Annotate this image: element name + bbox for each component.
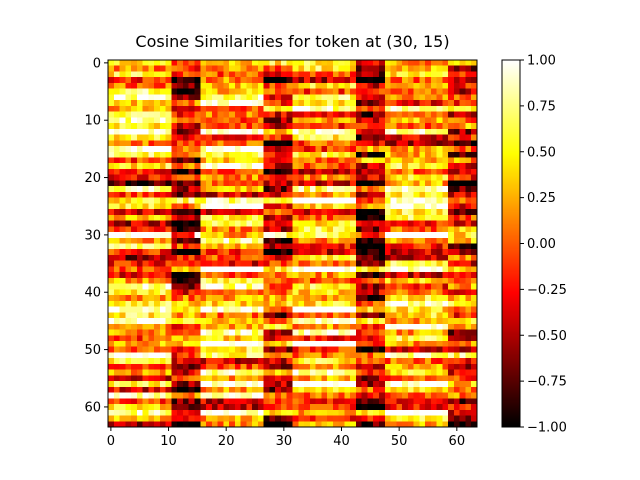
- y-tick-label: 30: [84, 228, 101, 243]
- colorbar-gradient: [502, 60, 520, 427]
- colorbar-tick-label: 1.00: [527, 54, 556, 69]
- colorbar-tick-label: −0.75: [527, 375, 567, 390]
- y-tick-label: 40: [84, 286, 101, 301]
- y-tick-label: 50: [84, 343, 101, 358]
- colorbar-tick-label: 0.25: [527, 191, 556, 206]
- colorbar-frame: [501, 59, 521, 428]
- x-tick-label: 30: [276, 434, 293, 449]
- x-axis-ticks: 0 10 20 30 40 50 60: [107, 427, 465, 449]
- chart-title: Cosine Similarities for token at (30, 15…: [135, 32, 450, 51]
- colorbar-ticks: 1.00 0.75 0.50 0.25 0.00 −0.25 −0.50 −0.75 −1.00: [520, 54, 567, 436]
- y-tick-label: 0: [93, 56, 101, 71]
- y-tick-label: 10: [84, 114, 101, 129]
- y-tick-label: 20: [84, 171, 101, 186]
- x-tick-label: 40: [333, 434, 350, 449]
- x-tick-label: 0: [107, 434, 115, 449]
- heatmap-cells: [108, 60, 477, 427]
- colorbar-tick-label: 0.75: [527, 99, 556, 114]
- colorbar-tick-label: −0.25: [527, 283, 567, 298]
- colorbar-tick-label: 0.50: [527, 145, 556, 160]
- x-tick-label: 20: [218, 434, 235, 449]
- plot-frame: [107, 59, 478, 428]
- colorbar-tick-label: 0.00: [527, 237, 556, 252]
- x-tick-label: 60: [449, 434, 466, 449]
- y-tick-label: 60: [84, 400, 101, 415]
- colorbar-tick-label: −0.50: [527, 329, 567, 344]
- x-tick-label: 10: [160, 434, 177, 449]
- colorbar-tick-label: −1.00: [527, 421, 567, 436]
- x-tick-label: 50: [391, 434, 408, 449]
- y-axis-ticks: 0 10 20 30 40 50 60: [84, 56, 108, 415]
